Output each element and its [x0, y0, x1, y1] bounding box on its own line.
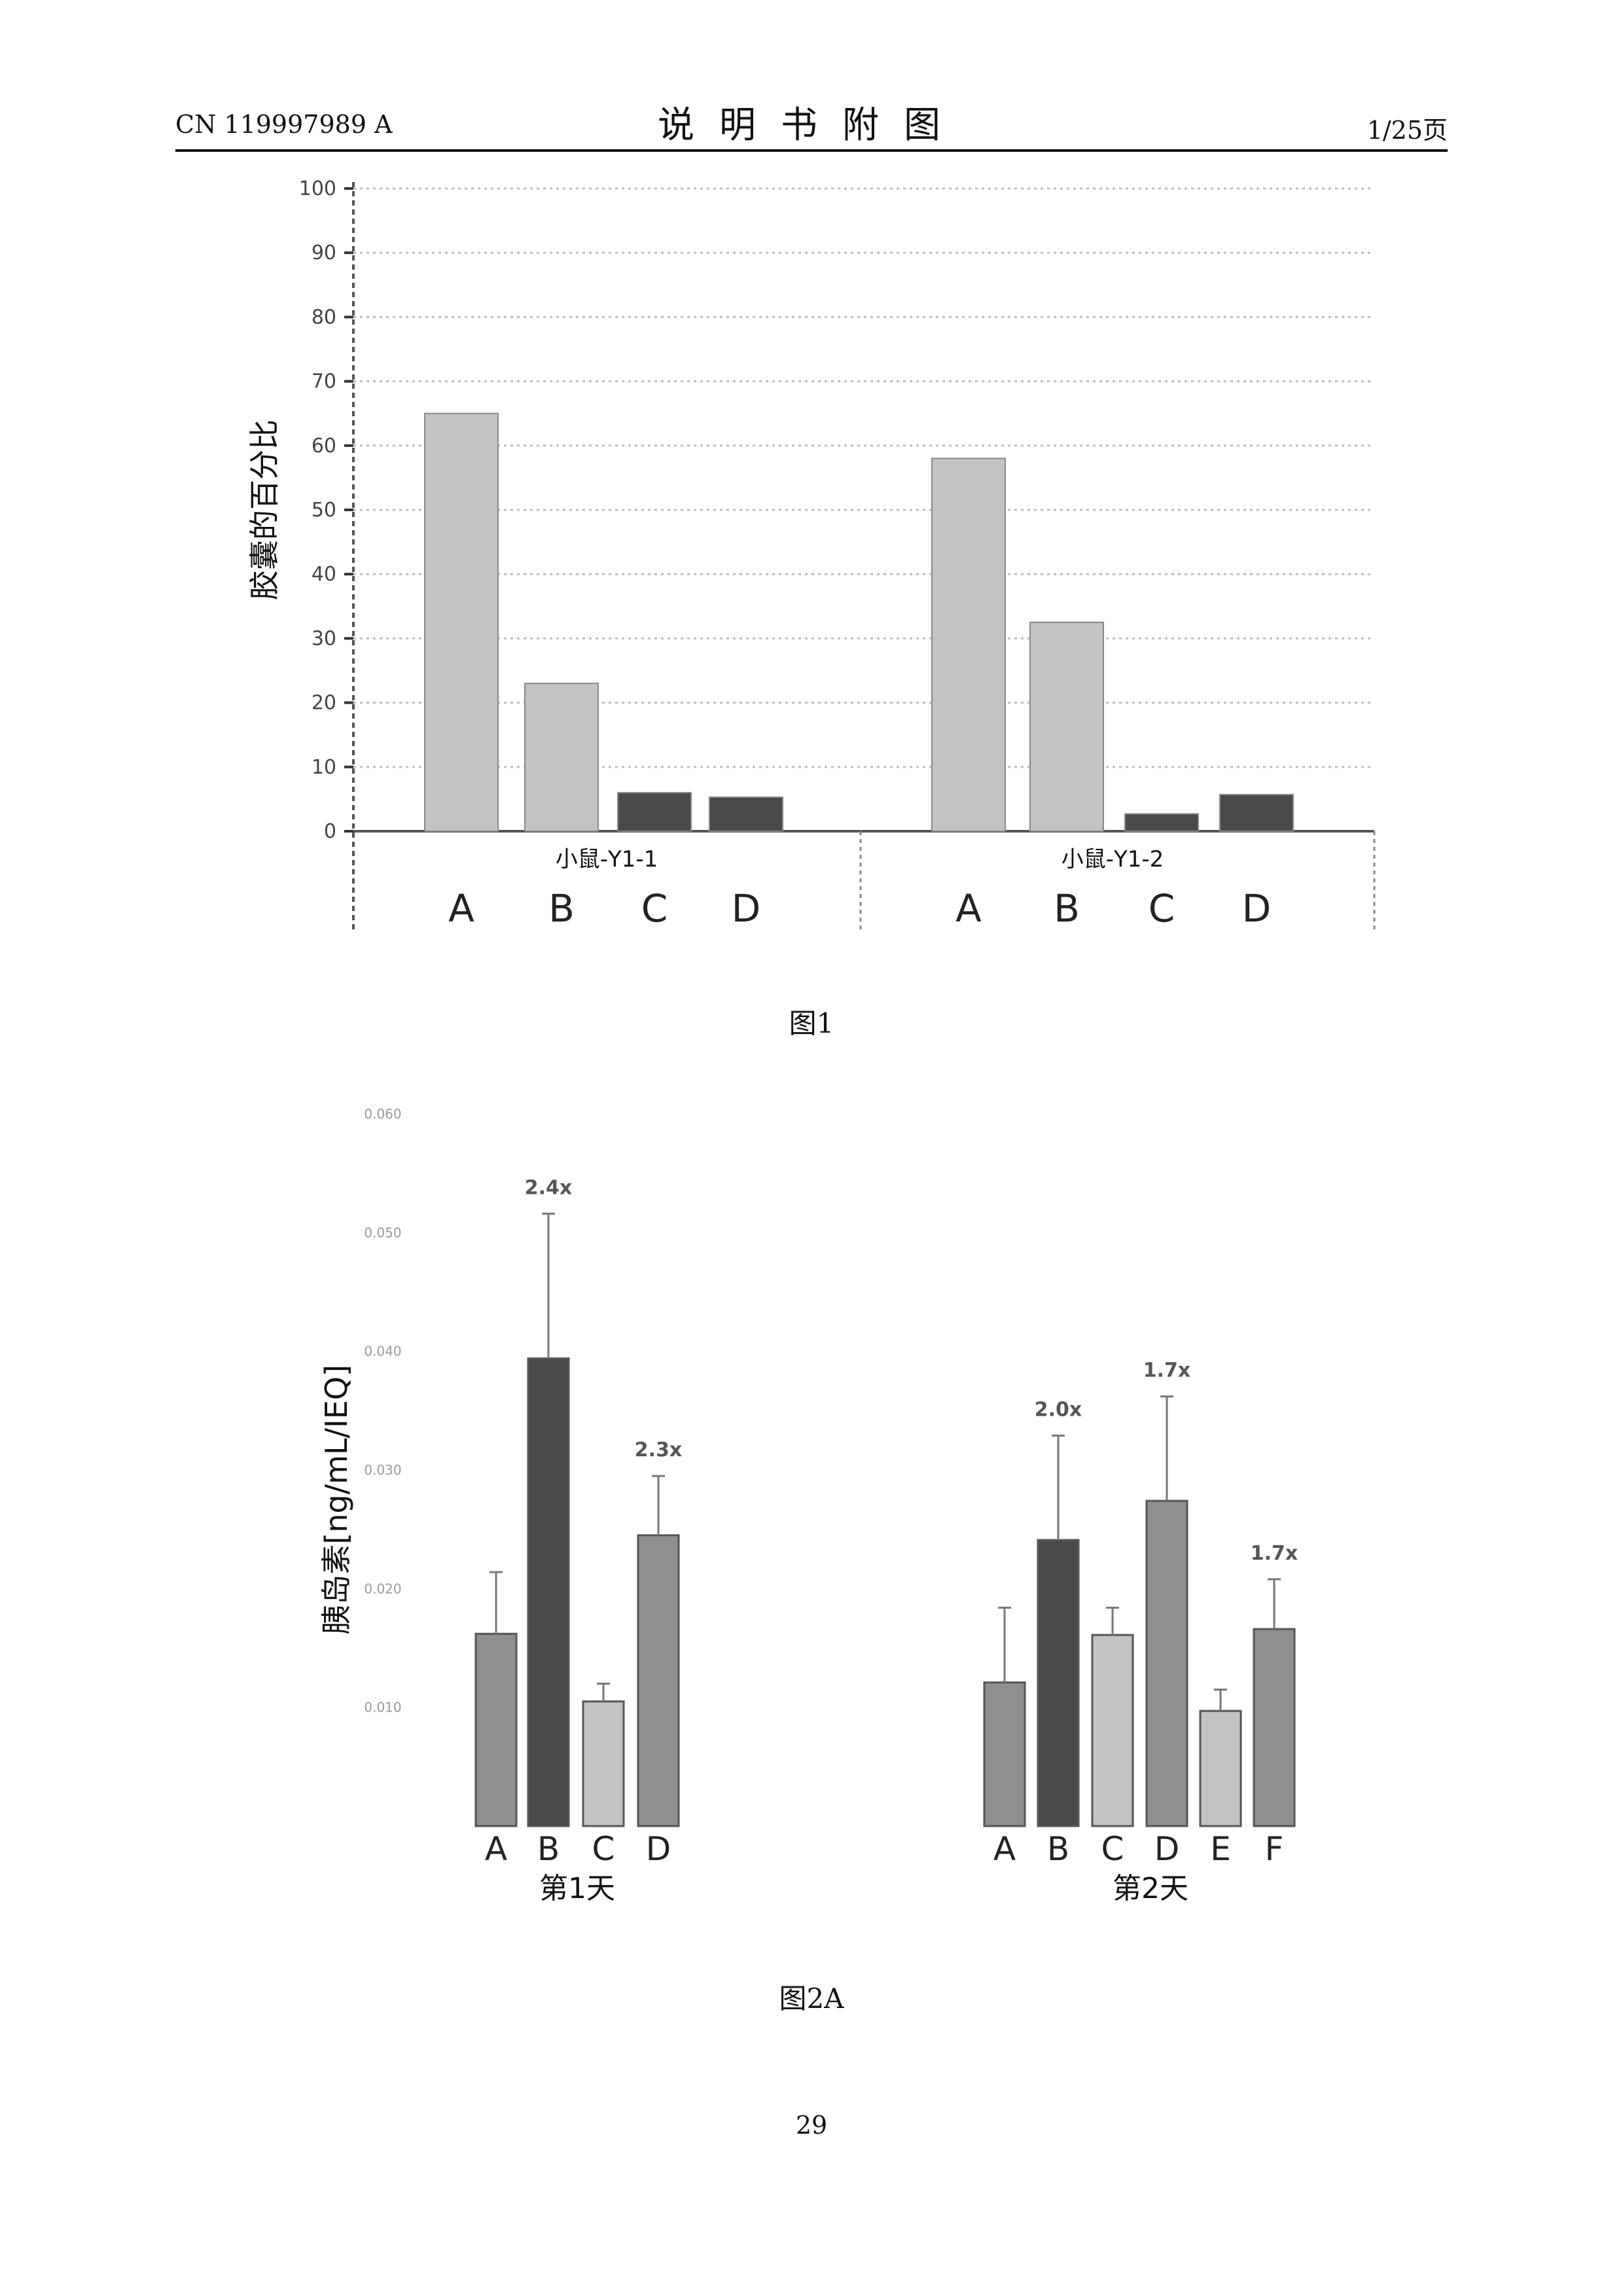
y-tick-label: 0.040 [364, 1344, 401, 1359]
chart-capsule-percentage: 0 10 20 30 40 50 60 70 80 90 100 胶囊的百分比 A B C D 小鼠-Y1-1 A… [0, 164, 1623, 1132]
bar-a [932, 458, 1005, 831]
fold-change-label: 2.4x [525, 1176, 573, 1199]
x-category-label: C [1149, 886, 1175, 931]
bar-a [984, 1683, 1025, 1826]
page-number: 29 [0, 2111, 1623, 2140]
group-label: 小鼠-Y1-2 [1061, 846, 1164, 872]
header-rule [175, 149, 1448, 152]
bar-d [638, 1535, 679, 1826]
bar-b [1038, 1540, 1079, 1826]
x-category-label: B [548, 886, 575, 931]
x-category-label: D [732, 886, 761, 931]
bar-b [525, 683, 598, 831]
group-label: 小鼠-Y1-1 [556, 846, 658, 872]
y-tick-label: 70 [312, 370, 336, 393]
y-tick-label: 60 [312, 435, 336, 457]
y-tick-label: 10 [312, 756, 336, 779]
y-tick-label: 0 [324, 820, 336, 843]
group-label: 第1天 [539, 1872, 615, 1905]
bar-f [1254, 1629, 1294, 1826]
fold-change-label: 2.3x [635, 1439, 683, 1462]
x-category-label: D [646, 1830, 671, 1868]
x-category-label: B [1054, 886, 1080, 931]
bar-c [1125, 814, 1198, 831]
x-category-label: C [1101, 1830, 1124, 1868]
bar-d [709, 797, 783, 831]
y-tick-label: 50 [312, 499, 336, 522]
x-category-label: C [641, 886, 668, 931]
bar-d [1220, 795, 1293, 831]
bar-c [1092, 1635, 1133, 1826]
chart-insulin-secretion: 0.060 0.050 0.040 0.030 0.020 0.010 胰岛素[ng/mL/… [0, 1086, 1623, 1911]
x-category-label: B [537, 1830, 560, 1868]
x-category-label: D [1242, 886, 1272, 931]
fold-change-label: 2.0x [1035, 1398, 1082, 1421]
x-category-label: A [448, 886, 474, 931]
page-of-count: 1/25页 [1367, 110, 1448, 146]
y-tick-label: 30 [312, 627, 336, 650]
bar-c [583, 1702, 624, 1826]
fold-change-label: 1.7x [1251, 1542, 1298, 1565]
bar-c [618, 793, 691, 831]
x-category-label: C [592, 1830, 615, 1868]
x-category-label: A [485, 1830, 507, 1868]
x-category-label: A [955, 886, 982, 931]
bar-b [1030, 622, 1103, 831]
y-axis-label: 胰岛素[ng/mL/IEQ] [319, 1365, 354, 1635]
y-tick-label: 0.050 [364, 1225, 401, 1240]
x-category-label: F [1265, 1830, 1284, 1868]
y-tick-label: 80 [312, 306, 336, 329]
bar-e [1200, 1711, 1241, 1826]
figure-2a-caption: 图2A [0, 1977, 1623, 2017]
y-tick-label: 100 [299, 177, 336, 200]
bar-a [425, 414, 498, 831]
y-axis-label: 胶囊的百分比 [247, 420, 282, 600]
y-tick-label: 90 [312, 242, 336, 264]
y-tick-label: 40 [312, 563, 336, 586]
x-category-label: B [1047, 1830, 1069, 1868]
bar-d [1147, 1501, 1187, 1826]
y-tick-label: 0.010 [364, 1700, 401, 1715]
x-category-label: D [1154, 1830, 1180, 1868]
bar-a [476, 1634, 516, 1826]
group-label: 第2天 [1113, 1872, 1188, 1905]
x-category-label: E [1210, 1830, 1231, 1868]
y-tick-label: 0.020 [364, 1581, 401, 1596]
y-tick-label: 20 [312, 692, 336, 715]
y-tick-label: 0.060 [364, 1106, 401, 1122]
bar-b [528, 1359, 569, 1826]
figure-1-caption: 图1 [0, 1001, 1623, 1041]
x-category-label: A [993, 1830, 1016, 1868]
y-tick-label: 0.030 [364, 1462, 401, 1478]
fold-change-label: 1.7x [1143, 1359, 1191, 1382]
